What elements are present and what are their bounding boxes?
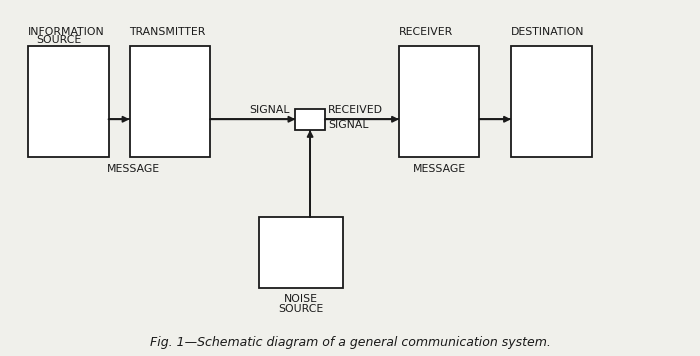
Text: MESSAGE: MESSAGE (106, 164, 160, 174)
Text: SIGNAL: SIGNAL (249, 105, 290, 115)
Bar (130, 46, 210, 157)
Bar (259, 217, 343, 288)
Bar (28, 46, 108, 157)
Text: SOURCE: SOURCE (279, 304, 323, 314)
Text: DESTINATION: DESTINATION (511, 27, 584, 37)
Bar (295, 109, 325, 130)
Text: RECEIVED: RECEIVED (328, 105, 384, 115)
Bar (511, 46, 592, 157)
Text: RECEIVER: RECEIVER (399, 27, 454, 37)
Text: MESSAGE: MESSAGE (413, 164, 466, 174)
Text: NOISE: NOISE (284, 294, 318, 304)
Text: SOURCE: SOURCE (36, 35, 82, 45)
Bar (399, 46, 480, 157)
Text: TRANSMITTER: TRANSMITTER (130, 27, 206, 37)
Text: SIGNAL: SIGNAL (328, 120, 369, 130)
Text: Fig. 1—Schematic diagram of a general communication system.: Fig. 1—Schematic diagram of a general co… (150, 336, 550, 349)
Text: INFORMATION: INFORMATION (28, 27, 105, 37)
